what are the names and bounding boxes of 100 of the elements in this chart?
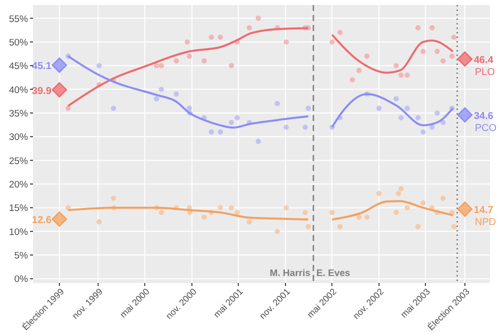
point: [228, 205, 234, 210]
data-label: 12.6: [32, 215, 52, 226]
point: [208, 129, 214, 135]
point: [202, 214, 207, 220]
y-tick-label: 45%: [8, 61, 29, 72]
point: [420, 48, 426, 54]
point: [158, 63, 164, 68]
point: [246, 25, 252, 30]
point: [234, 210, 240, 216]
point: [457, 51, 473, 67]
point: [451, 34, 456, 40]
y-tick-label: 30%: [8, 132, 29, 144]
point: [234, 115, 240, 120]
point: [218, 129, 223, 135]
point: [404, 72, 410, 78]
point: [434, 110, 440, 116]
point: [302, 210, 308, 216]
point: [415, 25, 421, 30]
point: [218, 205, 223, 210]
point: [330, 210, 335, 216]
point: [457, 201, 473, 217]
point: [356, 214, 362, 220]
point: [302, 124, 308, 130]
point: [186, 106, 192, 111]
series-label: PCO: [474, 122, 497, 134]
point: [440, 58, 446, 64]
point: [451, 224, 456, 230]
point: [154, 96, 160, 102]
annotation: M. Harris: [270, 268, 310, 279]
point: [394, 63, 399, 68]
y-tick-label: 25%: [8, 156, 29, 167]
y-tick-label: 50%: [8, 37, 29, 48]
point: [110, 196, 116, 201]
point: [449, 54, 455, 59]
y-tick-label: 40%: [8, 84, 29, 96]
point: [110, 106, 116, 111]
y-tick-label: 35%: [8, 108, 29, 120]
data-label: 46.4: [474, 54, 494, 66]
point: [394, 210, 399, 216]
point: [356, 68, 362, 73]
point: [396, 190, 402, 196]
data-label: 45.1: [32, 61, 52, 72]
point: [376, 106, 382, 111]
point: [96, 63, 102, 68]
series-label: NPD: [474, 217, 496, 228]
data-label: 34.6: [474, 110, 494, 122]
point: [420, 200, 426, 206]
point: [158, 210, 164, 216]
point: [420, 129, 426, 135]
y-tick-label: 0%: [14, 274, 29, 286]
y-tick-label: 10%: [8, 226, 29, 238]
annotation: E. Eves: [316, 268, 350, 279]
point: [158, 86, 164, 92]
point: [96, 219, 102, 225]
point: [184, 39, 190, 45]
y-tick-label: 55%: [8, 14, 29, 25]
point: [415, 115, 421, 120]
point: [306, 106, 311, 111]
point: [202, 58, 207, 64]
point: [284, 205, 289, 210]
point: [404, 106, 410, 111]
point: [52, 211, 68, 227]
point: [398, 72, 404, 78]
point: [218, 34, 223, 40]
point: [364, 214, 370, 220]
point: [376, 190, 382, 196]
point: [457, 107, 473, 123]
point: [284, 39, 289, 45]
point: [228, 63, 234, 68]
point: [174, 58, 179, 64]
series-label: PLO: [474, 66, 496, 78]
point: [154, 63, 160, 68]
point: [256, 138, 261, 144]
point: [274, 100, 280, 106]
point: [66, 106, 71, 111]
point: [52, 57, 68, 73]
point: [52, 82, 68, 98]
point: [429, 124, 435, 130]
point: [174, 91, 179, 97]
y-tick-label: 20%: [8, 180, 29, 191]
point: [337, 30, 343, 36]
point: [364, 54, 370, 59]
point: [434, 48, 440, 54]
point: [440, 196, 446, 201]
data-label: 14.7: [474, 205, 494, 216]
point: [394, 96, 399, 102]
point: [208, 34, 214, 40]
point: [256, 16, 261, 21]
point: [440, 120, 446, 126]
point: [337, 224, 343, 230]
point: [284, 124, 289, 130]
point: [246, 219, 252, 225]
point: [350, 77, 355, 82]
point: [330, 39, 335, 45]
point: [228, 120, 234, 126]
point: [306, 224, 311, 230]
point: [398, 115, 404, 120]
point: [404, 205, 410, 210]
y-tick-label: 15%: [8, 203, 29, 214]
point: [415, 224, 421, 230]
